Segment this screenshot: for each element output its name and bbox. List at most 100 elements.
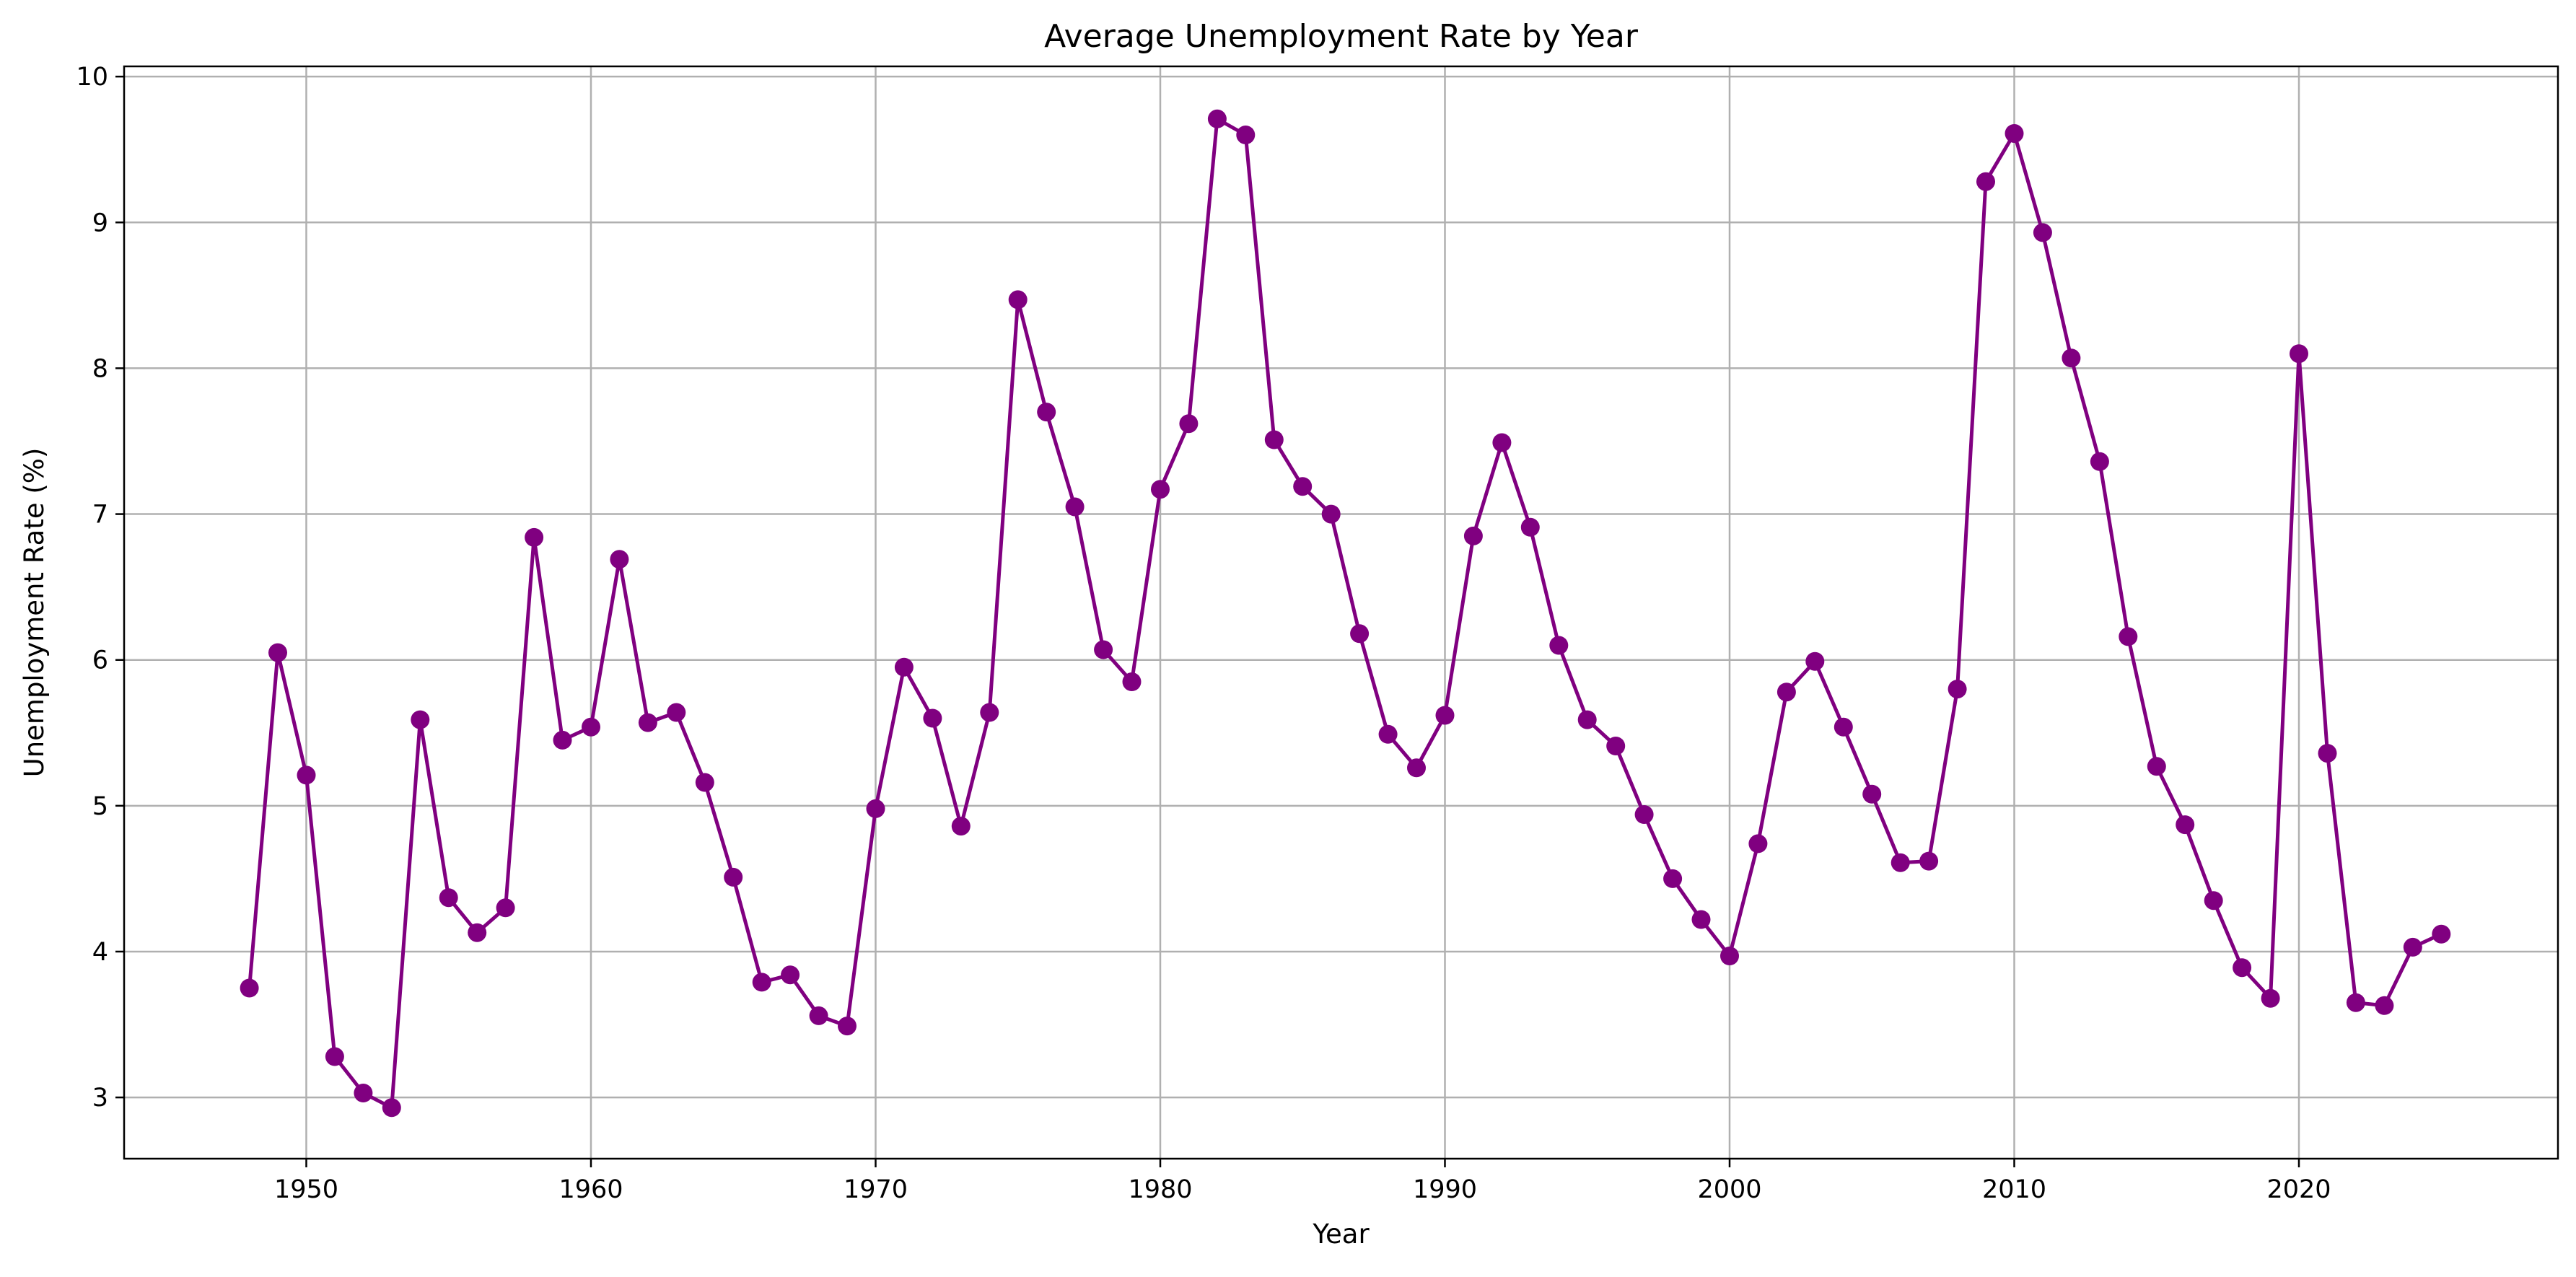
data-point <box>1748 834 1768 853</box>
data-point <box>1207 109 1227 128</box>
data-point <box>2147 757 2166 776</box>
data-points <box>240 109 2451 1118</box>
grid-lines <box>124 66 2558 1159</box>
y-axis-ticks: 3 4 5 6 7 8 9 10 <box>76 63 124 1113</box>
x-tick-label: 2000 <box>1697 1175 1761 1204</box>
data-point <box>325 1047 344 1066</box>
data-point <box>2403 937 2422 957</box>
data-point <box>268 643 287 662</box>
data-point <box>1891 853 1910 872</box>
data-point <box>582 717 600 737</box>
data-point <box>1976 172 1995 191</box>
y-tick-label: 8 <box>92 354 108 383</box>
data-point <box>2432 924 2451 944</box>
data-series <box>247 117 2443 1110</box>
data-point <box>980 703 999 722</box>
data-point <box>1378 724 1398 744</box>
data-point <box>2090 452 2109 471</box>
data-point <box>2290 344 2308 364</box>
y-tick-label: 9 <box>92 209 108 237</box>
y-tick-label: 5 <box>92 792 108 821</box>
data-point <box>1948 680 1967 699</box>
data-point <box>553 730 572 750</box>
y-tick-label: 6 <box>92 646 108 675</box>
data-point <box>1008 290 1028 310</box>
data-point <box>724 867 743 887</box>
data-point <box>1435 706 1455 725</box>
data-point <box>894 657 914 677</box>
y-tick-label: 3 <box>92 1084 108 1113</box>
data-point <box>866 799 885 818</box>
data-point <box>2005 124 2024 143</box>
x-axis-label: Year <box>1312 1219 1370 1250</box>
data-point <box>1691 910 1711 929</box>
plot-area-frame <box>123 65 2559 1160</box>
data-point <box>1122 672 1142 691</box>
data-point <box>2176 815 2195 835</box>
data-point <box>1805 651 1825 671</box>
x-tick-label: 1970 <box>844 1175 908 1204</box>
data-point <box>2033 223 2052 242</box>
data-point <box>2261 988 2280 1008</box>
data-point <box>1606 737 1626 755</box>
data-point <box>752 973 771 992</box>
chart-title: Average Unemployment Rate by Year <box>1044 18 1639 55</box>
x-tick-label: 2020 <box>2266 1175 2331 1204</box>
x-tick-label: 1990 <box>1413 1175 1477 1204</box>
y-tick-label: 4 <box>92 938 108 967</box>
data-point <box>1720 947 1739 965</box>
data-point <box>610 550 629 569</box>
y-tick-label: 7 <box>92 501 108 530</box>
data-point <box>1634 805 1654 824</box>
data-point <box>638 713 657 732</box>
data-point <box>1777 683 1796 702</box>
series-line <box>247 117 2443 1110</box>
data-point <box>1179 414 1199 434</box>
data-point <box>1236 126 1256 144</box>
data-point <box>1151 480 1170 499</box>
data-point <box>838 1017 857 1036</box>
data-point <box>1037 403 1056 422</box>
data-point <box>1663 869 1683 888</box>
data-point <box>2318 744 2337 763</box>
data-point <box>1321 504 1341 524</box>
data-point <box>1834 717 1853 737</box>
x-tick-label: 1980 <box>1128 1175 1192 1204</box>
data-point <box>1350 624 1370 644</box>
data-point <box>1919 851 1939 871</box>
data-point <box>382 1098 401 1118</box>
data-point <box>2119 627 2138 646</box>
data-point <box>695 773 714 792</box>
data-point <box>439 888 458 908</box>
data-point <box>2204 891 2223 910</box>
data-point <box>525 527 544 547</box>
data-point <box>923 708 942 728</box>
data-point <box>1407 758 1426 778</box>
data-point <box>297 765 316 785</box>
x-tick-label: 2010 <box>1982 1175 2046 1204</box>
data-point <box>1293 477 1313 496</box>
data-point <box>1549 636 1569 655</box>
data-point <box>781 965 800 985</box>
data-point <box>354 1084 373 1102</box>
data-point <box>809 1006 828 1025</box>
data-point <box>468 923 487 942</box>
x-axis-ticks: 1950 1960 1970 1980 1990 2000 2010 2020 <box>274 1159 2331 1204</box>
y-tick-label: 10 <box>76 63 108 92</box>
data-point <box>2375 996 2394 1015</box>
data-point <box>1520 517 1540 537</box>
data-point <box>411 710 430 729</box>
data-point <box>1264 430 1284 449</box>
data-point <box>1492 433 1512 452</box>
data-point <box>2346 993 2365 1012</box>
y-axis-label: Unemployment Rate (%) <box>19 448 50 778</box>
data-point <box>1862 784 1882 804</box>
data-point <box>496 898 515 918</box>
data-point <box>951 817 971 836</box>
data-point <box>2062 348 2081 368</box>
data-point <box>2233 958 2252 978</box>
x-tick-label: 1950 <box>274 1175 338 1204</box>
